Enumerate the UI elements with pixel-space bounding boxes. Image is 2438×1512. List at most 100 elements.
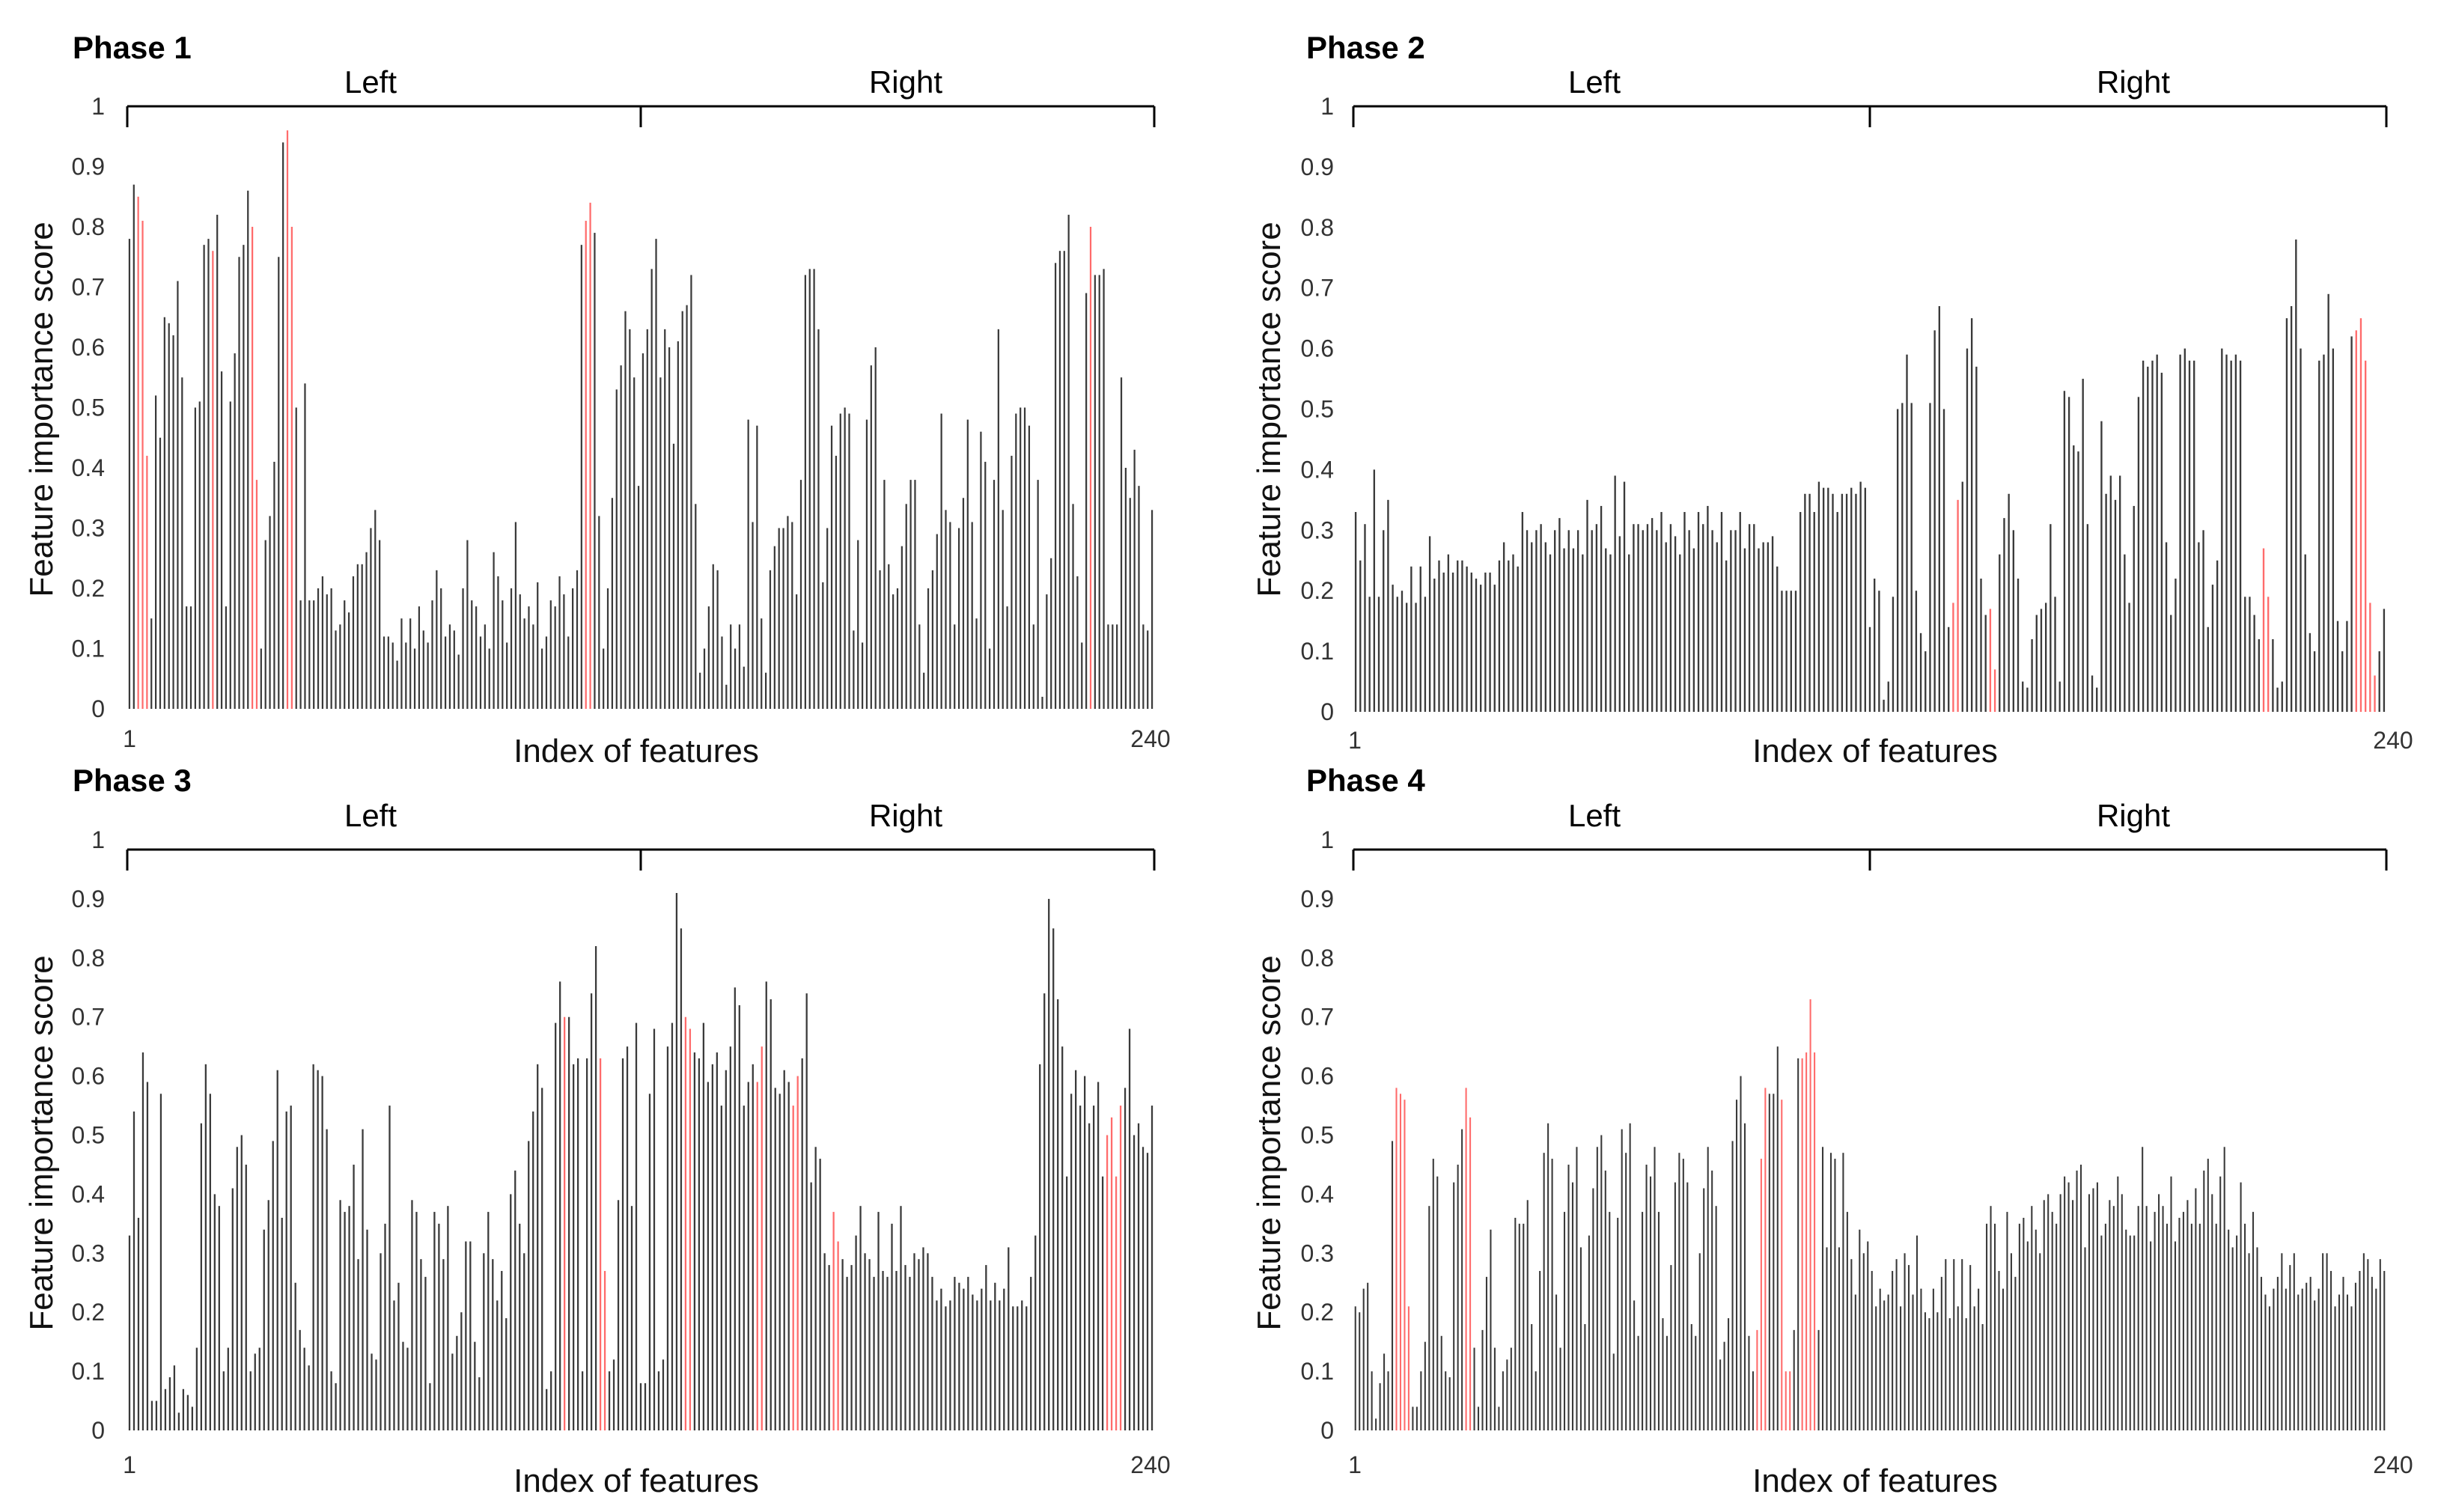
bar-highlighted [146, 455, 148, 709]
bar [263, 1229, 265, 1430]
bar [1008, 1247, 1010, 1430]
phase-1-section-left: Left [344, 64, 397, 100]
phase-1-y-axis-label: Feature importance score [23, 222, 60, 597]
phase-2-section-right: Right [2097, 64, 2170, 100]
bar [2338, 1294, 2341, 1430]
bar-highlighted [1115, 1176, 1118, 1430]
bar [2158, 1194, 2160, 1430]
bar [2219, 1176, 2222, 1430]
bar [2379, 1259, 2381, 1430]
bar [2362, 1253, 2365, 1430]
phase-4-title: Phase 4 [1306, 763, 1425, 798]
bar [1512, 554, 1514, 712]
bar [453, 630, 455, 709]
bar [1543, 1153, 1545, 1430]
bar [672, 443, 675, 709]
bar [1887, 681, 1889, 712]
bar [238, 257, 240, 709]
bar [1440, 1335, 1442, 1430]
bar [2114, 499, 2117, 712]
bar [639, 1383, 642, 1430]
bar [984, 461, 987, 709]
bar [317, 1070, 319, 1430]
bar [891, 1223, 893, 1430]
phase-2-x-axis-label: Index of features [1752, 733, 1998, 769]
bar [2231, 1247, 2234, 1430]
phase-3-y-ticks: 0 0.1 0.2 0.3 0.4 0.5 0.6 0.7 0.8 0.9 1 [72, 826, 105, 1444]
bar [1540, 524, 1542, 712]
bar [2304, 554, 2306, 712]
bar [659, 377, 662, 709]
bar [945, 1306, 947, 1430]
bar-highlighted [1989, 609, 1992, 712]
bar [1797, 1058, 1799, 1430]
bar [2022, 681, 2024, 712]
bar [1907, 1265, 1910, 1430]
bar [1112, 624, 1114, 709]
bar [677, 341, 679, 709]
y-tick-label: 0 [91, 695, 105, 722]
bar [1867, 1241, 1869, 1430]
bar-highlighted [2267, 597, 2270, 712]
bar [523, 618, 525, 709]
bar [2077, 451, 2079, 712]
bar [626, 1046, 629, 1430]
phase-1-x-tick-end: 240 [1130, 725, 1170, 752]
bar [2346, 621, 2348, 712]
bar [1354, 1306, 1356, 1430]
bar [2079, 1164, 2082, 1430]
bar [1453, 1182, 1455, 1430]
bar [1703, 1188, 1705, 1430]
phase-4-y-axis-label: Feature importance score [1251, 955, 1287, 1330]
bar [186, 1394, 189, 1430]
bar [1595, 524, 1598, 712]
bar [273, 461, 275, 709]
bar [1473, 1347, 1475, 1430]
bar [773, 546, 775, 709]
bar [282, 142, 284, 710]
y-tick-label: 0.3 [1301, 1240, 1334, 1266]
bar [2124, 554, 2126, 712]
bar [1032, 624, 1034, 709]
bar [1642, 530, 1644, 712]
bar [1498, 1406, 1500, 1430]
bar [774, 1088, 776, 1430]
bar [666, 1046, 669, 1430]
bar [1133, 449, 1136, 709]
bar [1657, 1212, 1660, 1430]
bar [172, 335, 174, 709]
bar [1932, 1288, 1934, 1430]
bar [980, 431, 982, 709]
bar [1743, 548, 1746, 712]
phase-2-bars [1354, 239, 2386, 713]
bar [1584, 1323, 1586, 1430]
bar [2318, 360, 2320, 712]
bar [2031, 638, 2033, 712]
bar [868, 1259, 871, 1430]
bar [680, 928, 683, 1430]
bar [1405, 603, 1408, 712]
bar [272, 1141, 274, 1430]
bar [1928, 1318, 1930, 1430]
bar [990, 1300, 992, 1430]
bar [637, 486, 640, 709]
bar [1521, 512, 1524, 712]
bar [554, 606, 556, 709]
bar [1868, 627, 1871, 712]
bar [931, 570, 934, 709]
bar [1591, 530, 1593, 712]
bar [438, 1223, 440, 1430]
bar [1900, 1306, 1902, 1430]
bar [1551, 1159, 1553, 1430]
bar [1716, 542, 1718, 712]
bar-highlighted [1119, 1106, 1122, 1430]
bar [828, 1265, 830, 1430]
bar [2371, 1276, 2373, 1430]
bar [1387, 499, 1389, 712]
bar [1461, 1129, 1463, 1430]
bar [418, 606, 421, 709]
bar [2317, 1288, 2320, 1430]
bar [985, 1265, 987, 1430]
bar [1092, 1106, 1095, 1430]
bar [1518, 1223, 1520, 1430]
